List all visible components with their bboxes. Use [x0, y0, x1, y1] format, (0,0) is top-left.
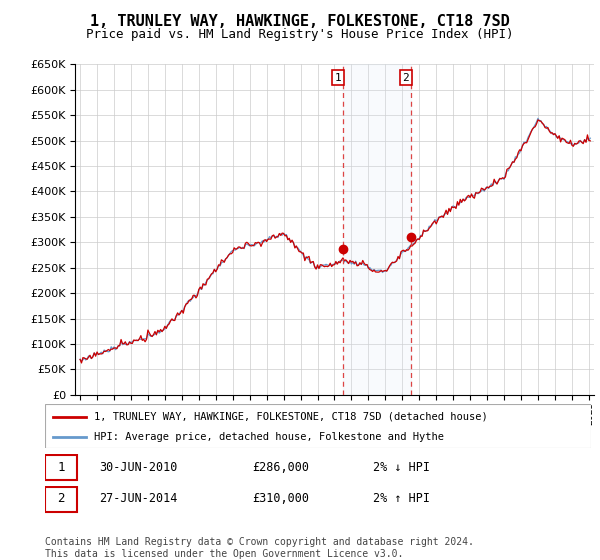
Text: Contains HM Land Registry data © Crown copyright and database right 2024.
This d: Contains HM Land Registry data © Crown c…: [45, 537, 474, 559]
Text: HPI: Average price, detached house, Folkestone and Hythe: HPI: Average price, detached house, Folk…: [94, 432, 444, 442]
Text: 2: 2: [403, 73, 409, 83]
Text: £310,000: £310,000: [253, 492, 310, 506]
Text: 1, TRUNLEY WAY, HAWKINGE, FOLKESTONE, CT18 7SD (detached house): 1, TRUNLEY WAY, HAWKINGE, FOLKESTONE, CT…: [94, 412, 488, 422]
Text: 1, TRUNLEY WAY, HAWKINGE, FOLKESTONE, CT18 7SD: 1, TRUNLEY WAY, HAWKINGE, FOLKESTONE, CT…: [90, 14, 510, 29]
Text: 1: 1: [57, 460, 65, 474]
Text: 2% ↑ HPI: 2% ↑ HPI: [373, 492, 430, 506]
FancyBboxPatch shape: [45, 487, 77, 512]
Text: Price paid vs. HM Land Registry's House Price Index (HPI): Price paid vs. HM Land Registry's House …: [86, 28, 514, 41]
FancyBboxPatch shape: [45, 404, 591, 448]
FancyBboxPatch shape: [45, 455, 77, 480]
Text: 30-JUN-2010: 30-JUN-2010: [100, 460, 178, 474]
Text: 27-JUN-2014: 27-JUN-2014: [100, 492, 178, 506]
Text: £286,000: £286,000: [253, 460, 310, 474]
Text: 2: 2: [57, 492, 65, 506]
Text: 1: 1: [335, 73, 341, 83]
Text: 2% ↓ HPI: 2% ↓ HPI: [373, 460, 430, 474]
Bar: [343, 64, 411, 395]
